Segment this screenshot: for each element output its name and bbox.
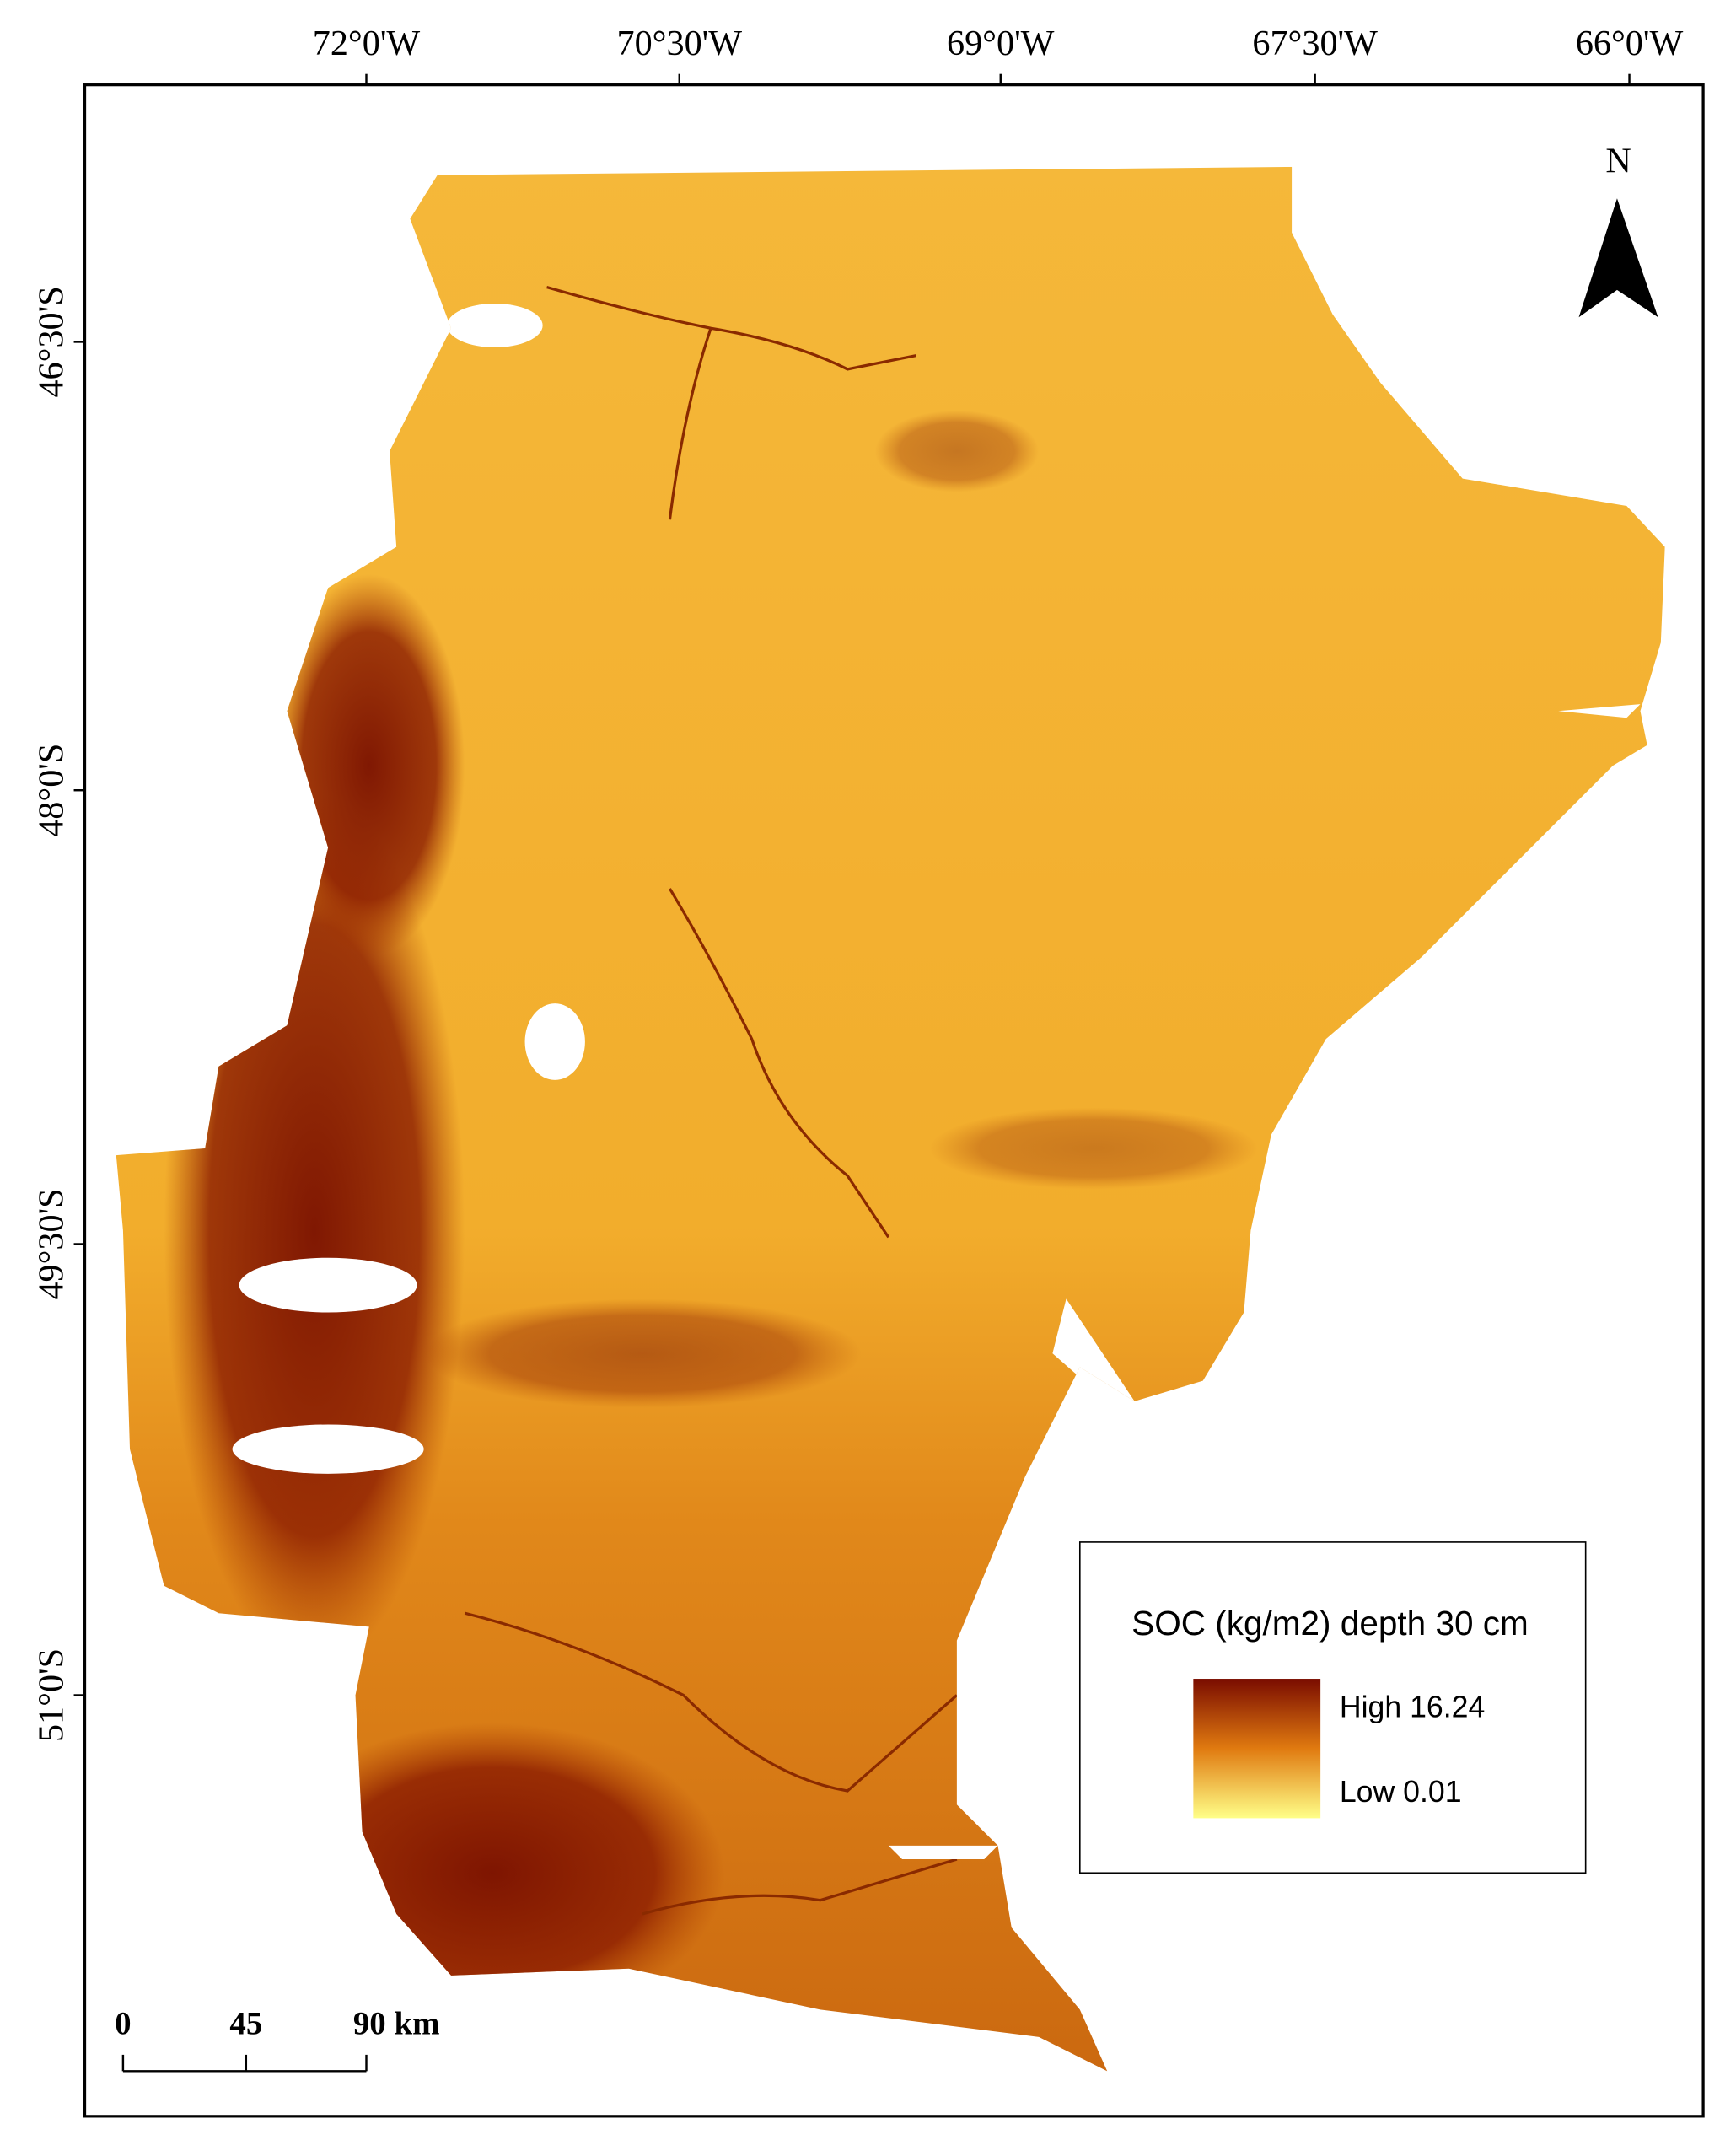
scale-label: 0	[115, 2006, 131, 2042]
lakes	[232, 304, 1641, 1860]
legend-low: Low 0.01	[1340, 1775, 1462, 1809]
legend-box	[1078, 1541, 1587, 1874]
legend: SOC (kg/m2) depth 30 cm High 16.24 Low 0…	[1078, 1541, 1587, 1874]
legend-high: High 16.24	[1340, 1690, 1485, 1723]
north-label: N	[1605, 141, 1631, 180]
high-soc-area	[423, 1298, 862, 1409]
scale-label: 90 km	[353, 2006, 440, 2042]
arrow	[1578, 198, 1658, 318]
scale-bar: 0 45 90 km	[115, 2006, 440, 2073]
high-soc-area	[874, 410, 1040, 492]
longitude-label: 66°0'W	[1576, 24, 1684, 63]
longitude-label: 69°0'W	[947, 24, 1055, 63]
longitude-label: 67°30'W	[1252, 24, 1378, 63]
legend-title: SOC (kg/m2) depth 30 cm	[1131, 1604, 1529, 1643]
scale-label: 45	[229, 2006, 262, 2042]
color-ramp	[1193, 1679, 1321, 1819]
latitude-label: 51°0'S	[32, 1648, 72, 1742]
graticule-ticks	[73, 73, 1631, 1696]
longitude-label: 72°0'W	[313, 24, 421, 63]
high-soc-area	[929, 1107, 1258, 1190]
latitude-label: 49°30'S	[32, 1188, 72, 1299]
latitude-label: 48°0'S	[32, 744, 72, 837]
latitude-label: 46°30'S	[32, 286, 72, 397]
longitude-label: 70°30'W	[617, 24, 743, 63]
rivers	[464, 286, 958, 1916]
north-arrow: N	[1578, 141, 1658, 318]
